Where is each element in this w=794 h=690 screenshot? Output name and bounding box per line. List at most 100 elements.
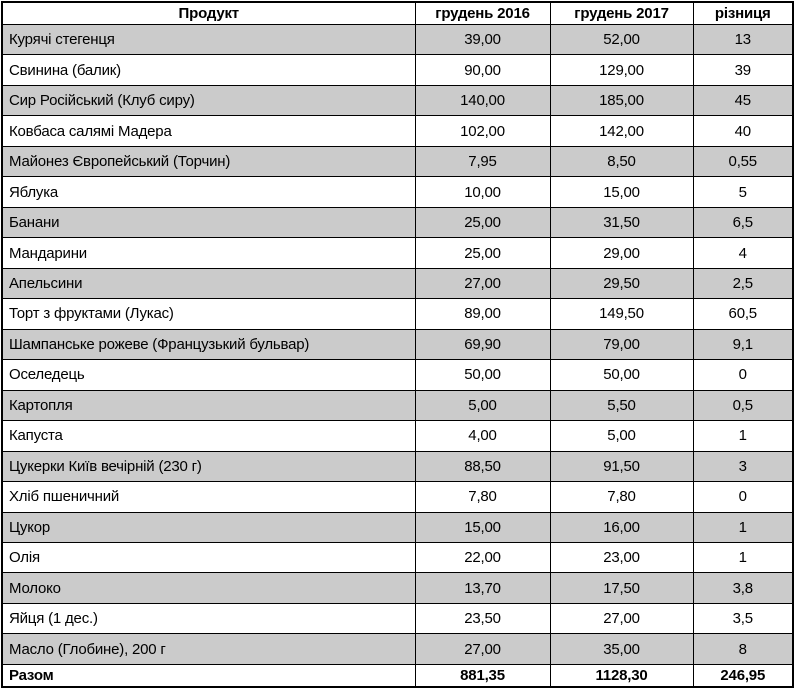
price-2017-cell: 5,50: [549, 389, 694, 422]
product-cell: Яблука: [1, 176, 416, 208]
difference-cell: 8: [692, 633, 794, 665]
table-row: Мандарини 25,00 29,00 4: [1, 237, 794, 269]
price-2016-cell: 27,00: [414, 633, 551, 665]
difference-cell: 6,5: [692, 206, 794, 239]
price-2016-cell: 25,00: [414, 237, 551, 269]
price-2017-cell: 5,00: [549, 420, 694, 452]
table-row: Яйця (1 дес.) 23,50 27,00 3,5: [1, 602, 794, 635]
header-row: Продукт грудень 2016 грудень 2017 різниц…: [1, 1, 794, 25]
price-2016-cell: 102,00: [414, 115, 551, 147]
total-label: Разом: [1, 664, 416, 688]
difference-cell: 0,55: [692, 145, 794, 178]
difference-cell: 1: [692, 420, 794, 452]
product-cell: Мандарини: [1, 237, 416, 269]
product-cell: Курячі стегенця: [1, 23, 416, 56]
table-row: Апельсини 27,00 29,50 2,5: [1, 267, 794, 300]
price-2017-cell: 185,00: [549, 84, 694, 117]
difference-cell: 4: [692, 237, 794, 269]
difference-cell: 0: [692, 481, 794, 513]
difference-cell: 1: [692, 541, 794, 574]
difference-cell: 3,8: [692, 572, 794, 604]
price-2017-cell: 31,50: [549, 206, 694, 239]
price-2017-cell: 7,80: [549, 481, 694, 513]
price-2016-cell: 13,70: [414, 572, 551, 604]
table-row: Цукерки Київ вечірній (230 г) 88,50 91,50 3: [1, 450, 794, 483]
table-row: Сир Російський (Клуб сиру) 140,00 185,00 45: [1, 84, 794, 117]
product-cell: Цукор: [1, 511, 416, 543]
price-2017-cell: 8,50: [549, 145, 694, 178]
price-2017-cell: 27,00: [549, 602, 694, 635]
price-2016-cell: 15,00: [414, 511, 551, 543]
product-cell: Банани: [1, 206, 416, 239]
price-2016-cell: 50,00: [414, 359, 551, 391]
product-cell: Яйця (1 дес.): [1, 602, 416, 635]
total-price-2016-cell: 881,35: [414, 664, 551, 688]
price-2016-cell: 23,50: [414, 602, 551, 635]
header-difference: різниця: [692, 1, 794, 25]
product-cell: Цукерки Київ вечірній (230 г): [1, 450, 416, 483]
price-2016-cell: 27,00: [414, 267, 551, 300]
price-2016-cell: 69,90: [414, 328, 551, 361]
price-2017-cell: 35,00: [549, 633, 694, 665]
price-2016-cell: 89,00: [414, 298, 551, 330]
price-2017-cell: 29,00: [549, 237, 694, 269]
price-2016-cell: 90,00: [414, 54, 551, 86]
table-row: Капуста 4,00 5,00 1: [1, 420, 794, 452]
difference-cell: 5: [692, 176, 794, 208]
difference-cell: 0,5: [692, 389, 794, 422]
difference-cell: 3: [692, 450, 794, 483]
price-2017-cell: 23,00: [549, 541, 694, 574]
table-row: Олія 22,00 23,00 1: [1, 541, 794, 574]
price-2017-cell: 52,00: [549, 23, 694, 56]
price-2017-cell: 15,00: [549, 176, 694, 208]
product-cell: Шампанське рожеве (Французький бульвар): [1, 328, 416, 361]
product-cell: Торт з фруктами (Лукас): [1, 298, 416, 330]
header-dec-2016: грудень 2016: [414, 1, 551, 25]
price-2016-cell: 7,80: [414, 481, 551, 513]
table-row: Банани 25,00 31,50 6,5: [1, 206, 794, 239]
table-row: Ковбаса салямі Мадера 102,00 142,00 40: [1, 115, 794, 147]
table-row: Хліб пшеничний 7,80 7,80 0: [1, 481, 794, 513]
price-2017-cell: 149,50: [549, 298, 694, 330]
price-2017-cell: 79,00: [549, 328, 694, 361]
price-2017-cell: 50,00: [549, 359, 694, 391]
price-2016-cell: 140,00: [414, 84, 551, 117]
price-2016-cell: 88,50: [414, 450, 551, 483]
product-cell: Картопля: [1, 389, 416, 422]
price-2016-cell: 5,00: [414, 389, 551, 422]
price-2016-cell: 7,95: [414, 145, 551, 178]
difference-cell: 2,5: [692, 267, 794, 300]
product-cell: Сир Російський (Клуб сиру): [1, 84, 416, 117]
difference-cell: 9,1: [692, 328, 794, 361]
price-2017-cell: 17,50: [549, 572, 694, 604]
price-2017-cell: 129,00: [549, 54, 694, 86]
total-price-2017-cell: 1128,30: [549, 664, 694, 688]
price-2017-cell: 91,50: [549, 450, 694, 483]
difference-cell: 40: [692, 115, 794, 147]
table-row: Картопля 5,00 5,50 0,5: [1, 389, 794, 422]
product-cell: Молоко: [1, 572, 416, 604]
product-cell: Оселедець: [1, 359, 416, 391]
table-row: Торт з фруктами (Лукас) 89,00 149,50 60,5: [1, 298, 794, 330]
table-row: Свинина (балик) 90,00 129,00 39: [1, 54, 794, 86]
header-dec-2017: грудень 2017: [549, 1, 694, 25]
price-2016-cell: 22,00: [414, 541, 551, 574]
difference-cell: 13: [692, 23, 794, 56]
header-product: Продукт: [1, 1, 416, 25]
difference-cell: 60,5: [692, 298, 794, 330]
table-row: Оселедець 50,00 50,00 0: [1, 359, 794, 391]
product-cell: Олія: [1, 541, 416, 574]
table-row: Майонез Європейський (Торчин) 7,95 8,50 0,5…: [1, 145, 794, 178]
total-row: Разом 881,35 1128,30 246,95: [1, 664, 794, 688]
table-row: Молоко 13,70 17,50 3,8: [1, 572, 794, 604]
table-row: Яблука 10,00 15,00 5: [1, 176, 794, 208]
table-row: Курячі стегенця 39,00 52,00 13: [1, 23, 794, 56]
price-2017-cell: 142,00: [549, 115, 694, 147]
product-cell: Майонез Європейський (Торчин): [1, 145, 416, 178]
price-2016-cell: 4,00: [414, 420, 551, 452]
table-row: Цукор 15,00 16,00 1: [1, 511, 794, 543]
price-2017-cell: 29,50: [549, 267, 694, 300]
price-2016-cell: 39,00: [414, 23, 551, 56]
table-body: Курячі стегенця 39,00 52,00 13 Свинина (бали…: [1, 23, 794, 665]
